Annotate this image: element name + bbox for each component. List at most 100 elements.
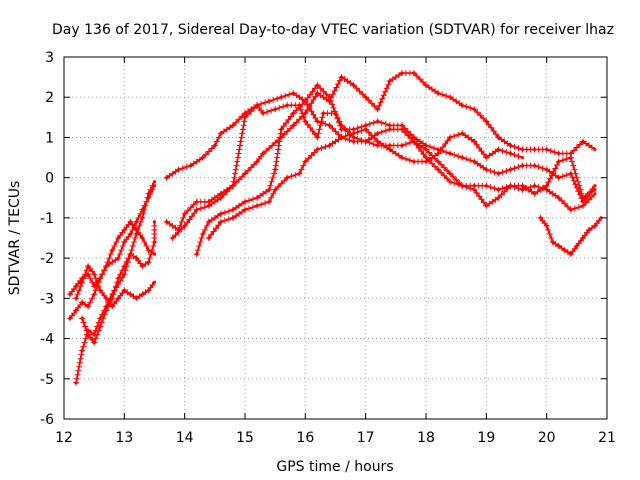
plot-frame (63, 56, 608, 420)
data-point (104, 308, 108, 312)
x-tick-label: 21 (598, 430, 616, 446)
data-point (448, 172, 452, 176)
series-line (165, 104, 596, 211)
data-point (551, 240, 555, 244)
data-point (400, 123, 404, 127)
data-point (545, 184, 549, 188)
data-point (545, 224, 549, 228)
data-point (388, 147, 392, 152)
series-markers (163, 70, 595, 233)
data-point (496, 147, 500, 152)
data-point (219, 196, 223, 200)
data-point (213, 143, 217, 148)
data-point (110, 304, 114, 308)
data-point (315, 91, 319, 95)
data-point (219, 131, 223, 135)
data-point (412, 139, 416, 144)
data-point (315, 147, 319, 152)
data-point (593, 147, 597, 152)
data-point (472, 139, 476, 144)
data-point (376, 107, 380, 111)
data-point (484, 168, 488, 172)
data-point (134, 232, 138, 236)
data-point (92, 272, 96, 276)
data-point (321, 111, 325, 115)
data-point (201, 232, 205, 236)
series-track-6 (163, 102, 597, 213)
data-point (80, 276, 84, 280)
data-point (569, 156, 573, 160)
data-point (219, 220, 223, 224)
data-point (575, 244, 579, 248)
data-point (303, 160, 307, 164)
data-point (569, 151, 573, 156)
data-point (86, 264, 90, 268)
data-point (140, 208, 144, 212)
data-point (122, 272, 126, 276)
data-point (183, 212, 187, 216)
x-tick-label: 15 (236, 430, 254, 446)
x-tick-label: 17 (357, 430, 375, 446)
data-point (364, 95, 368, 99)
data-point (388, 127, 392, 131)
data-point (165, 176, 169, 180)
data-point (364, 123, 368, 127)
data-point (484, 119, 488, 123)
data-point (80, 349, 84, 353)
data-point (231, 184, 235, 188)
data-point (291, 123, 295, 127)
data-point (231, 123, 235, 127)
data-point (484, 204, 488, 208)
data-point (140, 264, 144, 268)
data-point (436, 91, 440, 95)
y-tick-label: -6 (40, 412, 54, 428)
data-point (472, 184, 476, 188)
data-point (140, 216, 144, 220)
data-point (86, 304, 90, 308)
series-markers (537, 214, 602, 258)
data-point (460, 156, 464, 160)
data-point (436, 151, 440, 156)
data-point (520, 184, 525, 188)
series-line (195, 84, 596, 255)
data-point (327, 143, 332, 148)
y-tick-label: -5 (40, 372, 54, 388)
data-point (134, 256, 138, 260)
data-point (146, 248, 151, 252)
data-point (539, 216, 543, 220)
data-point (255, 196, 259, 200)
y-tick-label: 3 (45, 50, 54, 66)
data-point (339, 75, 344, 79)
data-point (587, 228, 591, 232)
data-point (279, 127, 283, 131)
data-point (303, 99, 307, 103)
data-point (231, 216, 235, 220)
data-point (557, 160, 561, 164)
data-point (593, 192, 597, 196)
data-point (508, 151, 513, 156)
data-point (448, 95, 452, 99)
data-point (339, 135, 344, 139)
data-point (74, 308, 78, 312)
data-point (291, 111, 295, 115)
data-point (128, 292, 132, 296)
data-point (255, 160, 259, 164)
data-point (557, 244, 561, 248)
data-point (327, 95, 332, 99)
data-point (460, 131, 464, 135)
data-point (177, 168, 181, 172)
data-point (98, 288, 102, 292)
x-tick-label: 19 (477, 430, 495, 446)
x-tick-label: 16 (296, 430, 314, 446)
data-point (195, 252, 199, 256)
y-tick-label: -4 (40, 332, 54, 348)
y-tick-label: -1 (40, 211, 54, 227)
data-point (376, 143, 380, 148)
data-point (581, 139, 585, 144)
data-point (74, 381, 78, 385)
data-point (520, 156, 525, 160)
series-track-4 (67, 218, 157, 298)
data-point (122, 264, 126, 268)
data-point (376, 131, 380, 135)
